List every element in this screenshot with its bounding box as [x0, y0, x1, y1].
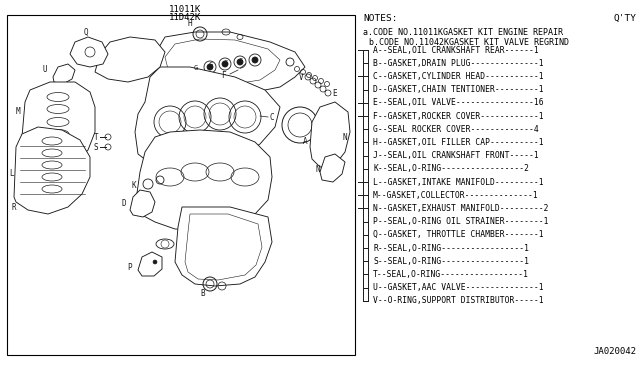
Text: F: F [221, 71, 226, 80]
Polygon shape [138, 252, 162, 276]
Text: NOTES:: NOTES: [363, 14, 397, 23]
Polygon shape [135, 67, 280, 172]
Text: G: G [239, 58, 243, 64]
Text: E--SEAL,OIL VALVE----------------16: E--SEAL,OIL VALVE----------------16 [373, 98, 543, 107]
Text: M: M [16, 108, 20, 116]
Circle shape [207, 64, 213, 70]
Text: L--GASKET,INTAKE MANIFOLD---------1: L--GASKET,INTAKE MANIFOLD---------1 [373, 177, 543, 186]
Polygon shape [14, 127, 90, 214]
Text: F--GASKET,ROCKER COVER------------1: F--GASKET,ROCKER COVER------------1 [373, 112, 543, 121]
Polygon shape [175, 207, 272, 286]
Text: J--SEAL,OIL CRANKSHAFT FRONT-----1: J--SEAL,OIL CRANKSHAFT FRONT-----1 [373, 151, 539, 160]
Text: Q--GASKET, THROTTLE CHAMBER-------1: Q--GASKET, THROTTLE CHAMBER-------1 [373, 230, 543, 239]
Text: E: E [333, 90, 337, 99]
Text: P: P [128, 263, 132, 272]
Circle shape [153, 260, 157, 264]
Bar [7, 15, 355, 355]
Polygon shape [135, 130, 272, 230]
Text: Q'TY: Q'TY [613, 14, 636, 23]
Text: C: C [270, 112, 275, 122]
Circle shape [252, 57, 258, 63]
Text: Q: Q [84, 28, 88, 36]
Text: V--O-RING,SUPPORT DISTRIBUTOR-----1: V--O-RING,SUPPORT DISTRIBUTOR-----1 [373, 296, 543, 305]
Text: U: U [43, 65, 47, 74]
Text: A: A [303, 138, 307, 147]
Text: R--SEAL,O-RING-----------------1: R--SEAL,O-RING-----------------1 [373, 244, 529, 253]
Text: U--GASKET,AAC VALVE---------------1: U--GASKET,AAC VALVE---------------1 [373, 283, 543, 292]
Text: V: V [299, 73, 303, 81]
Text: 11011K: 11011K [169, 4, 201, 13]
Text: H--GASKET,OIL FILLER CAP----------1: H--GASKET,OIL FILLER CAP----------1 [373, 138, 543, 147]
Text: JA020042: JA020042 [593, 347, 636, 356]
Text: C--GASKET,CYLINDER HEAD-----------1: C--GASKET,CYLINDER HEAD-----------1 [373, 72, 543, 81]
Text: T: T [93, 132, 99, 141]
Text: K--SEAL,O-RING-----------------2: K--SEAL,O-RING-----------------2 [373, 164, 529, 173]
Polygon shape [310, 102, 350, 167]
Text: T--SEAL,O-RING-----------------1: T--SEAL,O-RING-----------------1 [373, 270, 529, 279]
Polygon shape [70, 37, 108, 67]
Polygon shape [320, 154, 345, 182]
Text: S--SEAL,O-RING-----------------1: S--SEAL,O-RING-----------------1 [373, 257, 529, 266]
Text: N: N [316, 164, 320, 173]
Circle shape [237, 59, 243, 65]
Text: L: L [10, 170, 14, 179]
Polygon shape [95, 37, 165, 82]
Text: P--SEAL,O-RING OIL STRAINER--------1: P--SEAL,O-RING OIL STRAINER--------1 [373, 217, 548, 226]
Text: G--SEAL ROCKER COVER-------------4: G--SEAL ROCKER COVER-------------4 [373, 125, 539, 134]
Text: K: K [132, 182, 136, 190]
Text: G: G [194, 65, 198, 71]
Text: N: N [342, 132, 348, 141]
Text: S: S [93, 142, 99, 151]
Polygon shape [22, 82, 95, 167]
Circle shape [222, 61, 228, 67]
Text: R: R [12, 202, 16, 212]
Polygon shape [53, 64, 75, 84]
Text: 11D42K: 11D42K [169, 13, 201, 22]
Polygon shape [152, 32, 305, 92]
Text: B: B [201, 289, 205, 298]
Text: G: G [224, 60, 228, 66]
Text: A--SEAL,OIL CRANKSHAFT REAR------1: A--SEAL,OIL CRANKSHAFT REAR------1 [373, 45, 539, 55]
Text: H: H [188, 19, 192, 29]
Text: B--GASKET,DRAIN PLUG--------------1: B--GASKET,DRAIN PLUG--------------1 [373, 59, 543, 68]
Polygon shape [130, 190, 155, 217]
Text: b.CODE NO.11042KGASKET KIT VALVE REGRIND: b.CODE NO.11042KGASKET KIT VALVE REGRIND [369, 38, 569, 47]
Text: N--GASKET,EXHAUST MANIFOLD---------2: N--GASKET,EXHAUST MANIFOLD---------2 [373, 204, 548, 213]
Text: D: D [122, 199, 126, 208]
Text: G: G [209, 62, 213, 68]
Text: M--GASKET,COLLECTOR--------------1: M--GASKET,COLLECTOR--------------1 [373, 191, 539, 200]
Text: a.CODE NO.11011KGASKET KIT ENGINE REPAIR: a.CODE NO.11011KGASKET KIT ENGINE REPAIR [363, 28, 563, 37]
Text: D--GASKET,CHAIN TENTIONER---------1: D--GASKET,CHAIN TENTIONER---------1 [373, 85, 543, 94]
